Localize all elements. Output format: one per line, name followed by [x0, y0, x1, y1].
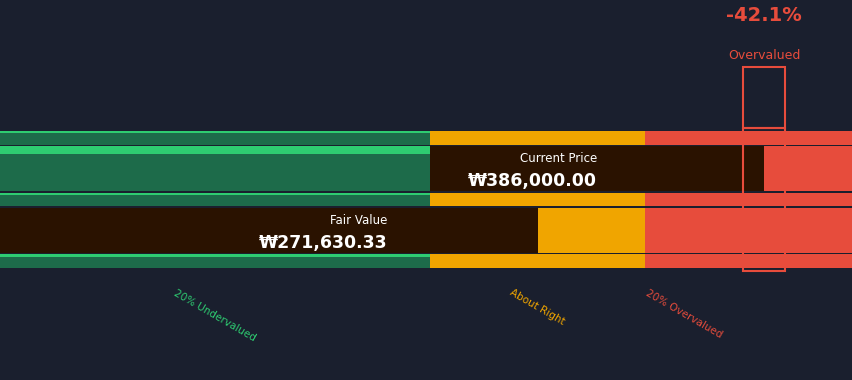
Text: Current Price: Current Price — [519, 152, 596, 165]
Text: Overvalued: Overvalued — [727, 49, 799, 62]
Bar — [429, 146, 763, 192]
Bar — [0, 255, 429, 257]
Bar — [0, 146, 429, 192]
Bar — [0, 255, 429, 268]
Bar — [429, 207, 644, 253]
Bar — [0, 207, 429, 253]
Bar — [0, 131, 429, 144]
Bar — [644, 131, 852, 144]
Bar — [429, 193, 644, 206]
Bar — [0, 207, 429, 216]
Text: ₩271,630.33: ₩271,630.33 — [258, 234, 387, 252]
Bar — [0, 207, 537, 253]
Bar — [429, 131, 644, 144]
Text: 20% Undervalued: 20% Undervalued — [172, 288, 257, 343]
Bar — [0, 131, 429, 133]
Bar — [0, 146, 429, 154]
Bar — [0, 193, 429, 195]
Text: ₩386,000.00: ₩386,000.00 — [468, 172, 596, 190]
Bar — [644, 193, 852, 206]
Bar — [742, 67, 785, 128]
Text: 20% Overvalued: 20% Overvalued — [643, 288, 722, 340]
Text: -42.1%: -42.1% — [725, 6, 801, 25]
Bar — [429, 255, 644, 268]
Bar — [644, 146, 852, 192]
Bar — [0, 193, 429, 206]
Bar — [742, 128, 785, 271]
Text: About Right: About Right — [508, 288, 566, 327]
Bar — [644, 207, 852, 253]
Text: Fair Value: Fair Value — [330, 214, 387, 227]
Bar — [644, 255, 852, 268]
Bar — [429, 146, 644, 192]
